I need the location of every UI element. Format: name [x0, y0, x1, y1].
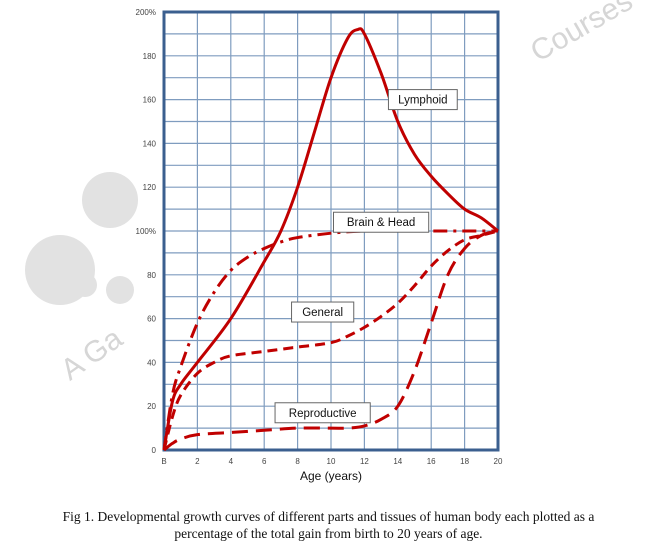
y-tick-label: 180 [143, 52, 157, 61]
series-reproductive [163, 229, 499, 452]
svg-text:Brain & Head: Brain & Head [347, 217, 415, 229]
x-tick-label: 20 [494, 457, 503, 466]
y-tick-label: 20 [147, 402, 156, 411]
x-tick-label: 12 [360, 457, 369, 466]
series-label: Brain & Head [333, 211, 430, 233]
svg-text:Lymphoid: Lymphoid [398, 95, 447, 107]
x-tick-label: 4 [229, 457, 234, 466]
x-tick-label: 2 [195, 457, 200, 466]
x-tick-label: 18 [460, 457, 469, 466]
series-label: Lymphoid [387, 89, 458, 111]
x-tick-label: 16 [427, 457, 436, 466]
x-tick-label: B [161, 457, 166, 466]
series-lymphoid [162, 27, 499, 451]
x-tick-label: 10 [327, 457, 336, 466]
series-label: General [291, 301, 355, 323]
y-tick-label: 160 [143, 96, 157, 105]
y-tick-label: 100% [136, 227, 156, 236]
x-tick-label: 6 [262, 457, 267, 466]
y-tick-label: 120 [143, 183, 157, 192]
svg-text:General: General [302, 307, 343, 319]
series-general [162, 229, 499, 451]
series-label: Reproductive [274, 402, 371, 424]
svg-text:Reproductive: Reproductive [289, 408, 357, 420]
y-tick-label: 0 [152, 446, 157, 455]
y-tick-label: 80 [147, 271, 156, 280]
caption-line-2: percentage of the total gain from birth … [174, 526, 483, 541]
y-tick-label: 200% [136, 8, 156, 17]
y-tick-label: 60 [147, 315, 156, 324]
caption-line-1: Fig 1. Developmental growth curves of di… [62, 509, 595, 524]
x-tick-label: 14 [393, 457, 402, 466]
y-tick-label: 140 [143, 139, 157, 148]
figure-caption: Fig 1. Developmental growth curves of di… [0, 508, 657, 542]
y-tick-label: 40 [147, 358, 156, 367]
x-tick-label: 8 [295, 457, 300, 466]
x-axis-label: Age (years) [300, 469, 362, 483]
